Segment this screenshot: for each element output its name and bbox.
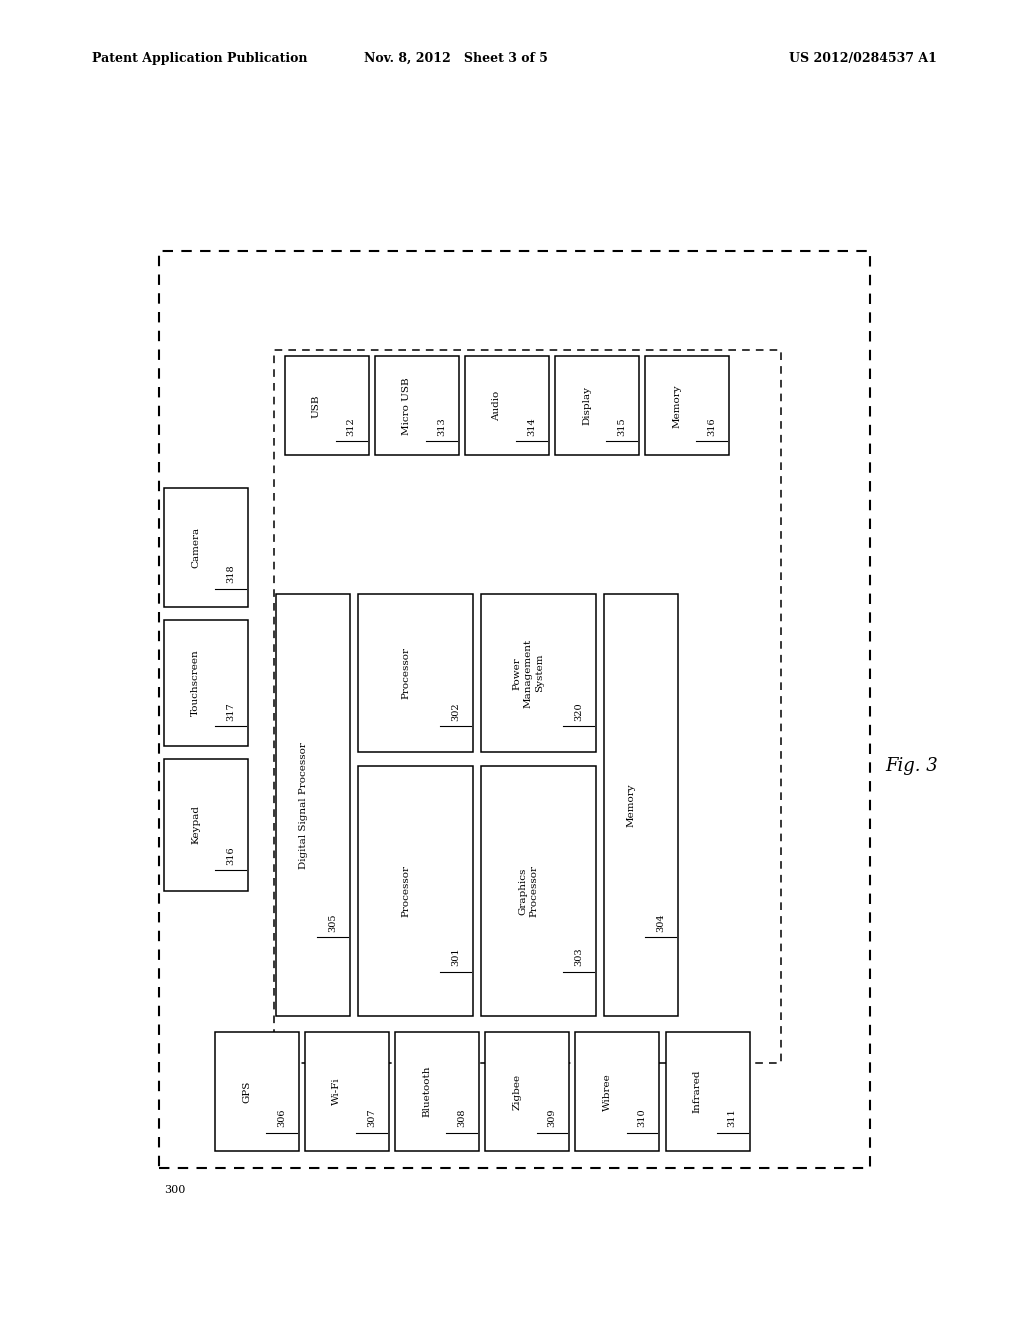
Bar	[164, 620, 248, 746]
Bar	[276, 594, 350, 1016]
Bar	[481, 766, 596, 1016]
Text: Wi-Fi: Wi-Fi	[333, 1078, 341, 1105]
Text: Memory: Memory	[673, 384, 681, 428]
Text: Infrared: Infrared	[693, 1071, 701, 1113]
Text: Power
Management
System: Power Management System	[513, 639, 544, 708]
Text: Zigbee: Zigbee	[513, 1073, 521, 1110]
Bar	[305, 1032, 389, 1151]
Bar	[395, 1032, 479, 1151]
Bar	[159, 251, 870, 1168]
Bar	[666, 1032, 750, 1151]
Text: 314: 314	[527, 417, 536, 436]
Bar	[465, 356, 549, 455]
Bar	[274, 350, 781, 1063]
Text: Touchscreen: Touchscreen	[191, 649, 200, 717]
Bar	[358, 766, 473, 1016]
Bar	[164, 488, 248, 607]
Bar	[485, 1032, 569, 1151]
Text: Bluetooth: Bluetooth	[423, 1065, 431, 1118]
Bar	[481, 594, 596, 752]
Text: USB: USB	[312, 395, 321, 417]
Text: 307: 307	[368, 1109, 376, 1127]
Text: Nov. 8, 2012   Sheet 3 of 5: Nov. 8, 2012 Sheet 3 of 5	[364, 51, 548, 65]
Text: 311: 311	[728, 1109, 736, 1127]
Text: Processor: Processor	[401, 647, 410, 700]
Text: 320: 320	[574, 702, 583, 721]
Text: Keypad: Keypad	[191, 805, 200, 845]
Bar	[164, 759, 248, 891]
Text: Digital Signal Processor: Digital Signal Processor	[299, 742, 307, 869]
Text: Display: Display	[583, 387, 591, 425]
Text: 308: 308	[458, 1109, 466, 1127]
Text: 309: 309	[548, 1109, 556, 1127]
Text: 302: 302	[452, 702, 460, 721]
Text: 316: 316	[226, 846, 234, 865]
Bar	[215, 1032, 299, 1151]
Text: 312: 312	[347, 417, 355, 436]
Text: 318: 318	[226, 565, 234, 583]
Text: 300: 300	[164, 1185, 185, 1196]
Text: Wibree: Wibree	[603, 1073, 611, 1110]
Text: 317: 317	[226, 702, 234, 721]
Text: 310: 310	[638, 1109, 646, 1127]
Bar	[285, 356, 369, 455]
Text: Processor: Processor	[401, 865, 410, 917]
Bar	[604, 594, 678, 1016]
Text: 313: 313	[437, 417, 445, 436]
Bar	[375, 356, 459, 455]
Text: Camera: Camera	[191, 527, 200, 569]
Text: 303: 303	[574, 948, 583, 966]
Text: GPS: GPS	[243, 1081, 251, 1102]
Text: 304: 304	[656, 913, 665, 932]
Text: Graphics
Processor: Graphics Processor	[518, 865, 539, 917]
Text: 301: 301	[452, 948, 460, 966]
Text: Patent Application Publication: Patent Application Publication	[92, 51, 307, 65]
Text: US 2012/0284537 A1: US 2012/0284537 A1	[790, 51, 937, 65]
Bar	[645, 356, 729, 455]
Text: 316: 316	[708, 417, 716, 436]
Text: Fig. 3: Fig. 3	[885, 756, 938, 775]
Text: Micro USB: Micro USB	[402, 378, 411, 434]
Bar	[358, 594, 473, 752]
Bar	[555, 356, 639, 455]
Text: Memory: Memory	[627, 783, 635, 828]
Text: 305: 305	[329, 913, 337, 932]
Text: Audio: Audio	[493, 391, 501, 421]
Text: 306: 306	[278, 1109, 286, 1127]
Bar	[575, 1032, 659, 1151]
Text: 315: 315	[617, 417, 626, 436]
